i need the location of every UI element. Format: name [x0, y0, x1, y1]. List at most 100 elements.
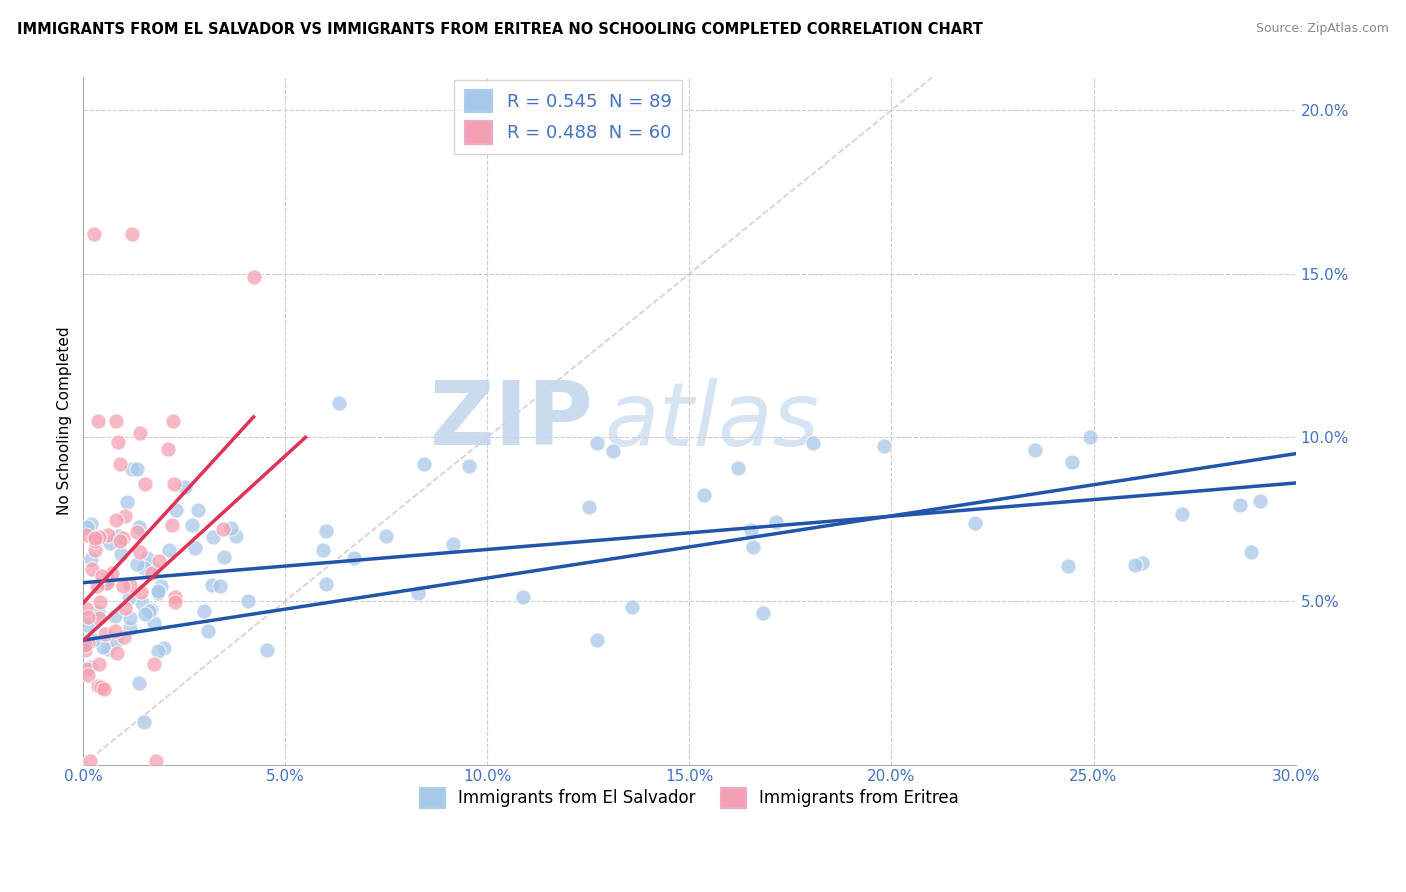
- Point: [93, 640, 115, 654]
- Point: [114, 508, 136, 523]
- Point: [315, 524, 337, 538]
- Point: [104, 608, 127, 623]
- Point: [80, 551, 103, 566]
- Point: [104, 414, 127, 428]
- Point: [219, 521, 242, 535]
- Point: [131, 596, 153, 610]
- Point: [375, 529, 398, 543]
- Point: [412, 457, 434, 471]
- Point: [193, 604, 215, 618]
- Point: [157, 542, 180, 557]
- Point: [125, 525, 148, 540]
- Point: [197, 624, 219, 639]
- Point: [212, 549, 235, 564]
- Y-axis label: No Schooling Completed: No Schooling Completed: [58, 326, 72, 516]
- Point: [104, 634, 127, 648]
- Point: [141, 566, 163, 580]
- Point: [146, 644, 169, 658]
- Point: [128, 545, 150, 559]
- Point: [96, 576, 118, 591]
- Point: [1170, 507, 1192, 521]
- Point: [152, 641, 174, 656]
- Point: [108, 457, 131, 471]
- Point: [1078, 430, 1101, 444]
- Point: [110, 548, 132, 562]
- Point: [112, 630, 135, 644]
- Point: [1060, 455, 1083, 469]
- Point: [76, 636, 98, 650]
- Point: [1024, 443, 1046, 458]
- Point: [1125, 558, 1147, 573]
- Point: [212, 522, 235, 536]
- Text: IMMIGRANTS FROM EL SALVADOR VS IMMIGRANTS FROM ERITREA NO SCHOOLING COMPLETED CO: IMMIGRANTS FROM EL SALVADOR VS IMMIGRANT…: [17, 22, 983, 37]
- Point: [256, 642, 278, 657]
- Point: [208, 579, 231, 593]
- Point: [162, 414, 184, 428]
- Point: [156, 442, 179, 457]
- Point: [184, 541, 207, 555]
- Point: [315, 577, 337, 591]
- Point: [150, 579, 173, 593]
- Point: [94, 626, 117, 640]
- Point: [86, 579, 108, 593]
- Point: [142, 561, 165, 575]
- Point: [75, 643, 97, 657]
- Point: [108, 533, 131, 548]
- Point: [1249, 494, 1271, 508]
- Point: [146, 586, 169, 600]
- Point: [1229, 498, 1251, 512]
- Point: [128, 519, 150, 533]
- Text: ZIP: ZIP: [430, 377, 592, 465]
- Point: [87, 605, 110, 619]
- Point: [141, 603, 163, 617]
- Point: [101, 566, 124, 580]
- Point: [187, 503, 209, 517]
- Point: [586, 435, 609, 450]
- Point: [128, 675, 150, 690]
- Point: [76, 668, 98, 682]
- Point: [89, 657, 111, 671]
- Point: [693, 488, 716, 502]
- Point: [138, 604, 160, 618]
- Point: [121, 227, 143, 242]
- Point: [107, 435, 129, 450]
- Point: [75, 528, 97, 542]
- Point: [311, 543, 333, 558]
- Point: [79, 754, 101, 768]
- Point: [120, 621, 142, 635]
- Point: [621, 599, 644, 614]
- Point: [121, 462, 143, 476]
- Point: [242, 270, 264, 285]
- Point: [84, 533, 107, 548]
- Text: atlas: atlas: [605, 378, 820, 464]
- Point: [801, 436, 824, 450]
- Point: [127, 462, 149, 476]
- Legend: Immigrants from El Salvador, Immigrants from Eritrea: Immigrants from El Salvador, Immigrants …: [413, 780, 966, 814]
- Point: [83, 543, 105, 558]
- Point: [142, 616, 165, 631]
- Point: [112, 531, 135, 545]
- Point: [406, 585, 429, 599]
- Point: [76, 618, 98, 632]
- Point: [93, 681, 115, 696]
- Point: [236, 594, 259, 608]
- Point: [751, 606, 773, 620]
- Point: [441, 537, 464, 551]
- Point: [127, 557, 149, 571]
- Point: [132, 714, 155, 729]
- Point: [134, 477, 156, 491]
- Point: [117, 495, 139, 509]
- Point: [114, 600, 136, 615]
- Point: [118, 591, 141, 605]
- Point: [202, 530, 225, 544]
- Point: [174, 480, 197, 494]
- Point: [75, 601, 97, 615]
- Point: [160, 517, 183, 532]
- Point: [97, 528, 120, 542]
- Point: [83, 227, 105, 242]
- Point: [76, 662, 98, 676]
- Point: [148, 554, 170, 568]
- Point: [165, 502, 187, 516]
- Point: [107, 529, 129, 543]
- Point: [98, 536, 121, 550]
